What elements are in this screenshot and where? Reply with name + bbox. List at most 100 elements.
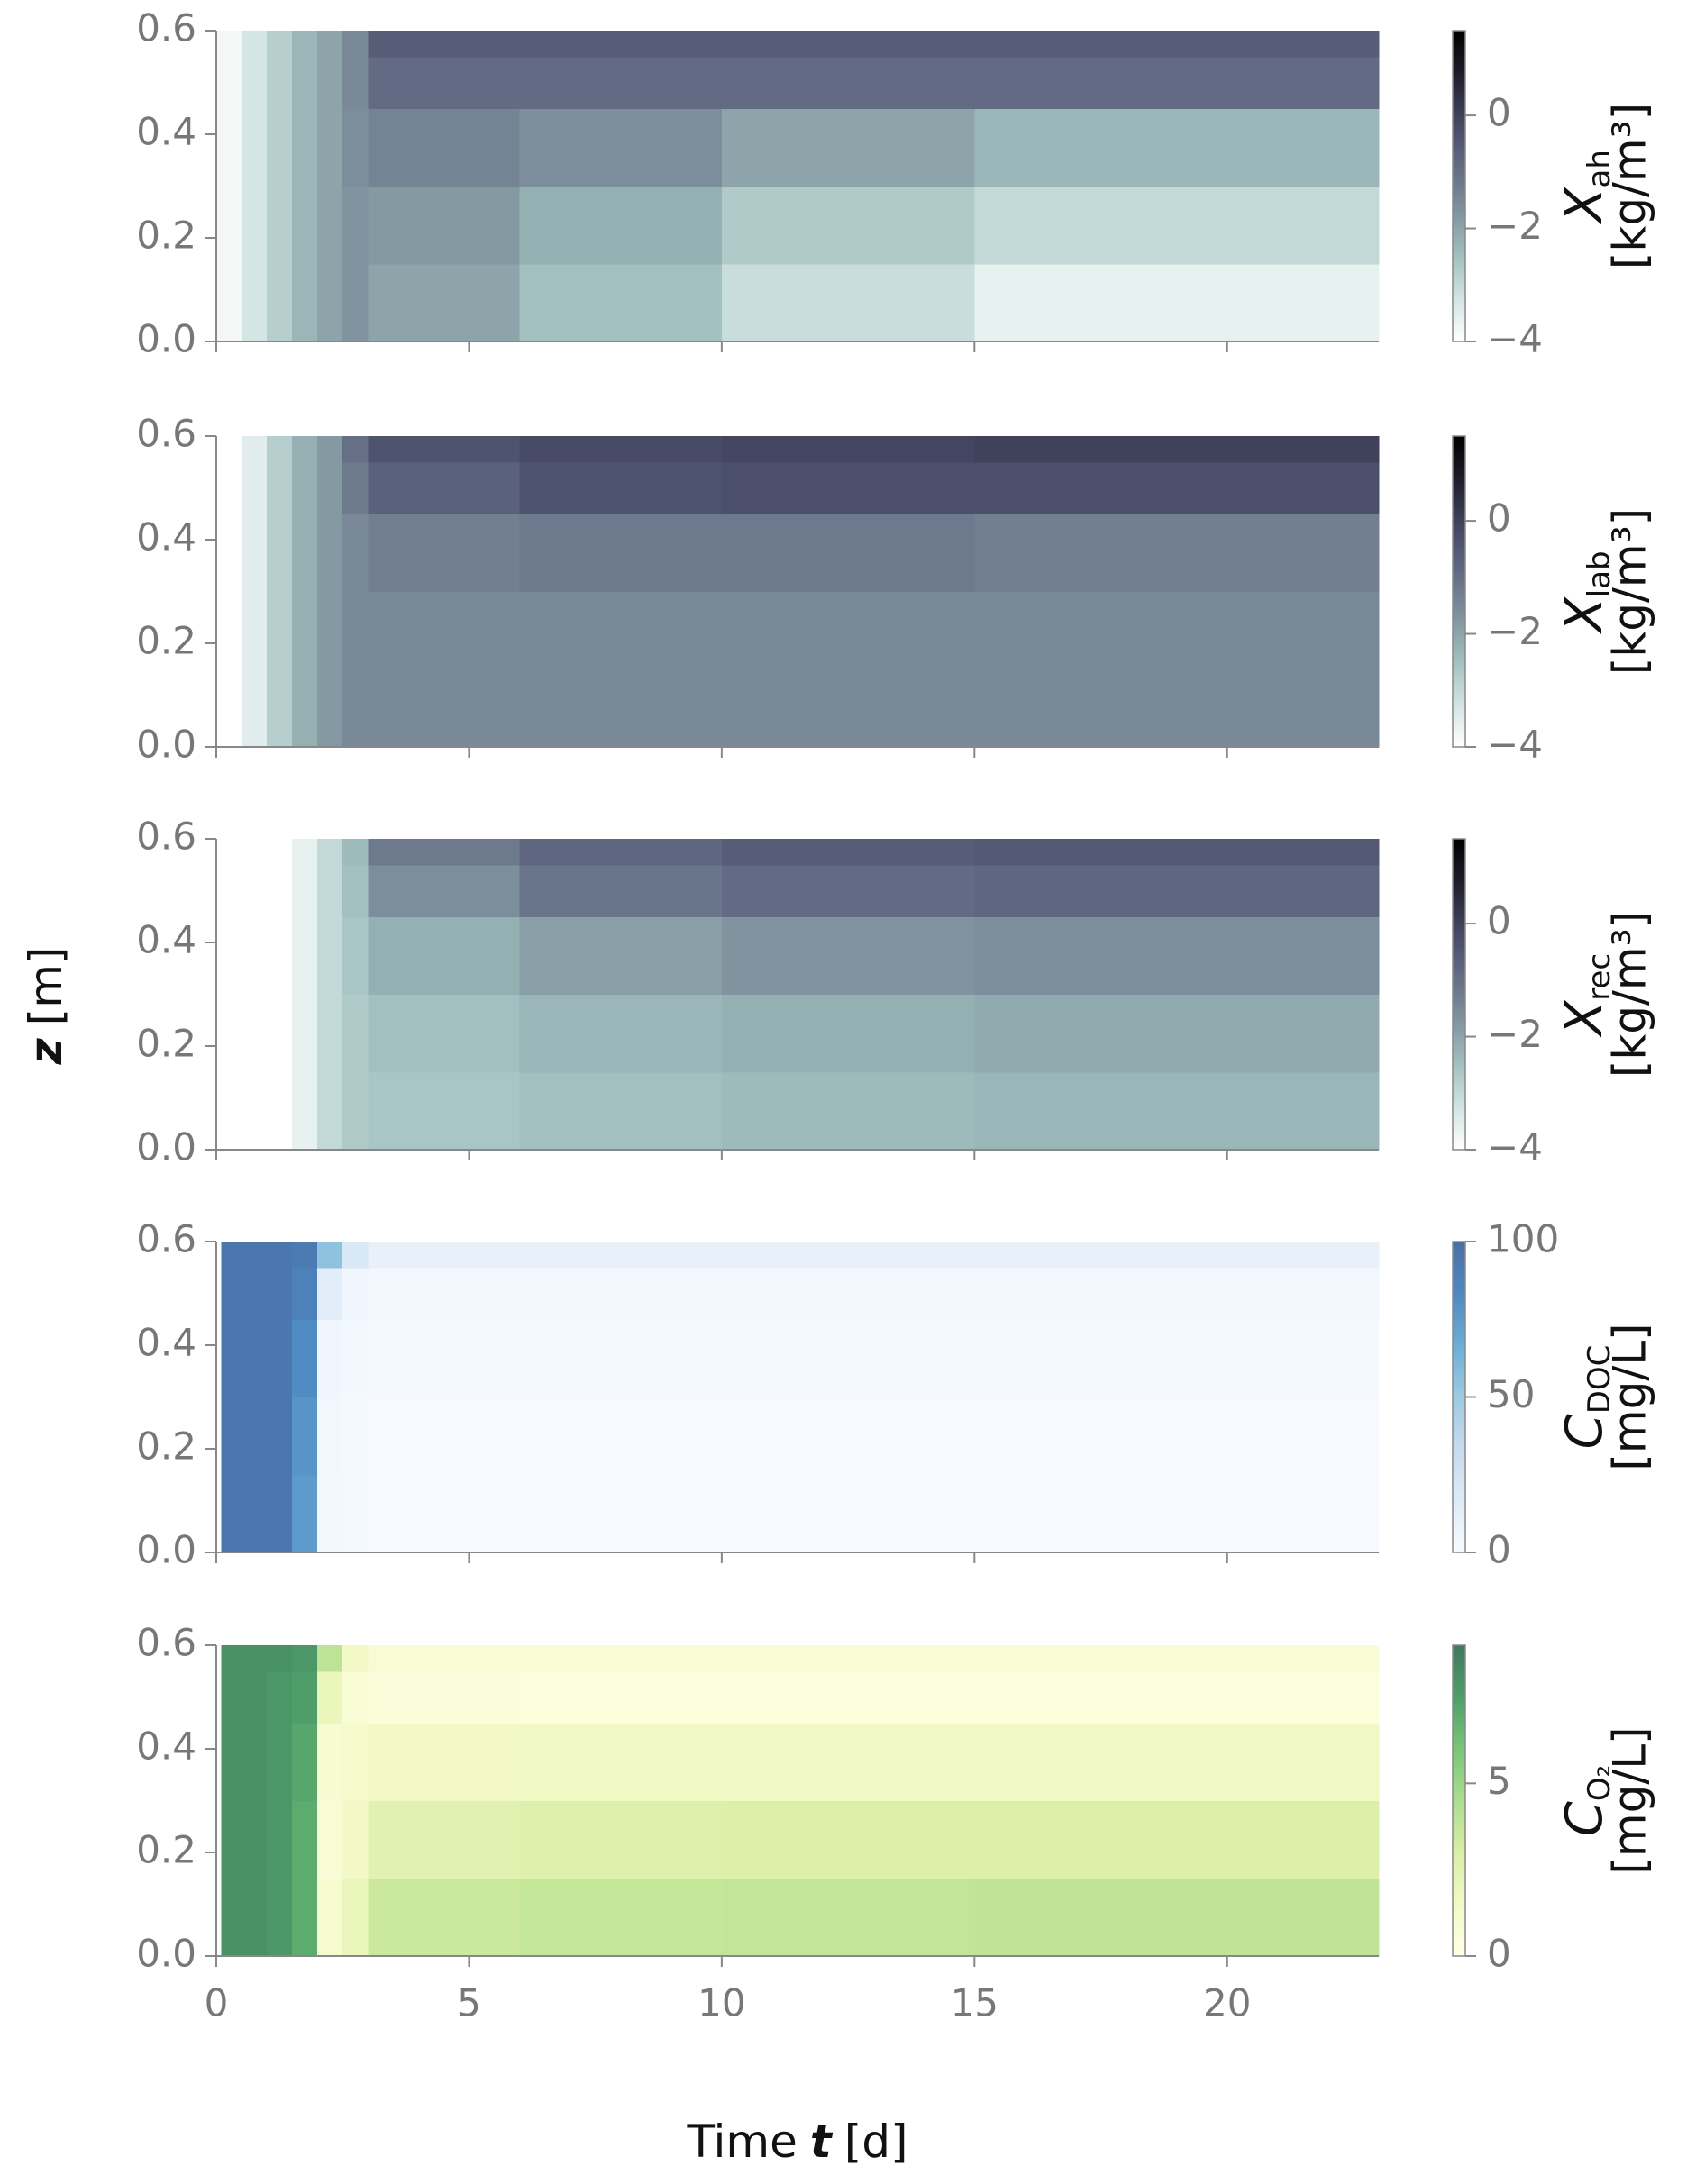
colorbar-unit: [mg/L] [1604,1726,1656,1874]
heatmap-cell [974,1242,1380,1269]
heatmap-cell [317,56,343,109]
y-tick-label: 0.0 [136,1528,196,1572]
heatmap-cell [242,591,268,670]
y-tick-label: 0.2 [136,1022,196,1066]
heatmap-cell [292,669,318,748]
heatmap-cell [292,1645,318,1672]
heatmap-cell [317,1800,343,1879]
y-tick-label: 0.4 [136,1321,196,1365]
colorbar-tick-label: 50 [1487,1372,1535,1416]
colorbar-subscript: lab [1582,551,1618,597]
x-axis-unit: [d] [844,2116,908,2168]
heatmap-cell [221,1242,242,1269]
colorbar-symbol: C [1555,1801,1614,1836]
colorbar-symbol: C [1555,1414,1614,1449]
heatmap-cell [342,186,369,265]
heatmap-cell [317,514,343,592]
heatmap-cell [216,514,242,592]
heatmap-cell [974,514,1380,592]
heatmap-cell [292,436,318,463]
heatmap-cell [242,1645,268,1672]
heatmap-cell [721,1670,975,1724]
heatmap-cell [342,514,369,592]
heatmap-cell [974,1878,1380,1957]
heatmap-cell [292,186,318,265]
heatmap-cell [368,1645,521,1672]
heatmap-cell [267,186,293,265]
panel: 0.0 0.2 0.4 0.6 −4 −2 0 Xrec[kg/m³] [136,814,1655,1169]
heatmap-cell [721,514,975,592]
heatmap-cell [242,669,268,748]
y-tick-label: 0.0 [136,723,196,767]
heatmap-cell [342,1723,369,1801]
heatmap-cell [519,186,723,265]
colorbar-label: CDOC [1555,1345,1617,1450]
heatmap-cell [368,461,521,514]
heatmap-cell [519,514,723,592]
y-tick-label: 0.4 [136,918,196,962]
heatmap-cell [216,56,242,109]
heatmap-cell [368,591,521,670]
heatmap-cell [267,56,293,109]
heatmap-cell [368,1670,521,1724]
heatmap-cell [974,108,1380,187]
heatmap-cell [974,56,1380,109]
heatmap-cell [519,1474,723,1553]
heatmap-cell [974,436,1380,463]
heatmap-cell [721,461,975,514]
heatmap-cell [317,1242,343,1269]
heatmap-cell [342,1397,369,1476]
heatmap-cell [721,994,975,1073]
heatmap-cell [342,669,369,748]
colorbar [1452,1644,1466,1957]
heatmap-cell [974,186,1380,265]
colorbar-tick-label: 0 [1487,1528,1511,1572]
heatmap-cell [242,1800,268,1879]
heatmap-cell [974,1645,1380,1672]
heatmap-cell [342,461,369,514]
x-tick-label: 20 [1203,1981,1251,2025]
panel: 0.0 0.2 0.4 0.6 −4 −2 0 Xlab[kg/m³] [136,412,1655,767]
heatmap-cell [267,1397,293,1476]
heatmap-cell [221,1319,242,1397]
heatmap-cell [216,263,242,342]
y-tick-label: 0.6 [136,1621,196,1665]
heatmap-cell [292,994,318,1073]
colorbar-tick-label: −4 [1487,1125,1543,1169]
heatmap-cell [368,1474,521,1553]
heatmap-cell [242,56,268,109]
colorbar-subscript: O₂ [1582,1765,1618,1801]
heatmap-cell [292,1242,318,1269]
heatmap-cell [292,1267,318,1320]
heatmap-cell [368,1267,521,1320]
colorbar-symbol: X [1555,999,1614,1038]
heatmap-cell [368,916,521,995]
heatmap-cell [368,1319,521,1397]
colorbar-subscript: DOC [1582,1345,1618,1415]
heatmap-cell [292,31,318,58]
heatmap-cell [242,186,268,265]
heatmap-cell [267,1474,293,1553]
heatmap-cell [342,56,369,109]
x-axis-symbol: t [810,2116,834,2168]
heatmap-cell [317,1645,343,1672]
heatmap-cell [317,186,343,265]
heatmap-cell [317,591,343,670]
heatmap-cell [221,1670,242,1724]
heatmap-cell [519,1071,723,1151]
heatmap-cell [242,108,268,187]
heatmap-cell [292,864,318,917]
heatmap-cell [242,461,268,514]
x-tick-label: 5 [457,1981,481,2025]
heatmap-cell [242,514,268,592]
colorbar-tick-label: 0 [1487,91,1511,135]
heatmap-cell [221,1474,242,1553]
heatmap-cell [342,1267,369,1320]
heatmap-cell [721,1071,975,1151]
heatmap-cell [216,436,242,463]
heatmap-cell [317,839,343,866]
colorbar-tick-label: −2 [1487,204,1543,248]
heatmap-cell [221,1645,242,1672]
heatmap-cell [317,263,343,342]
heatmap-cell [267,436,293,463]
